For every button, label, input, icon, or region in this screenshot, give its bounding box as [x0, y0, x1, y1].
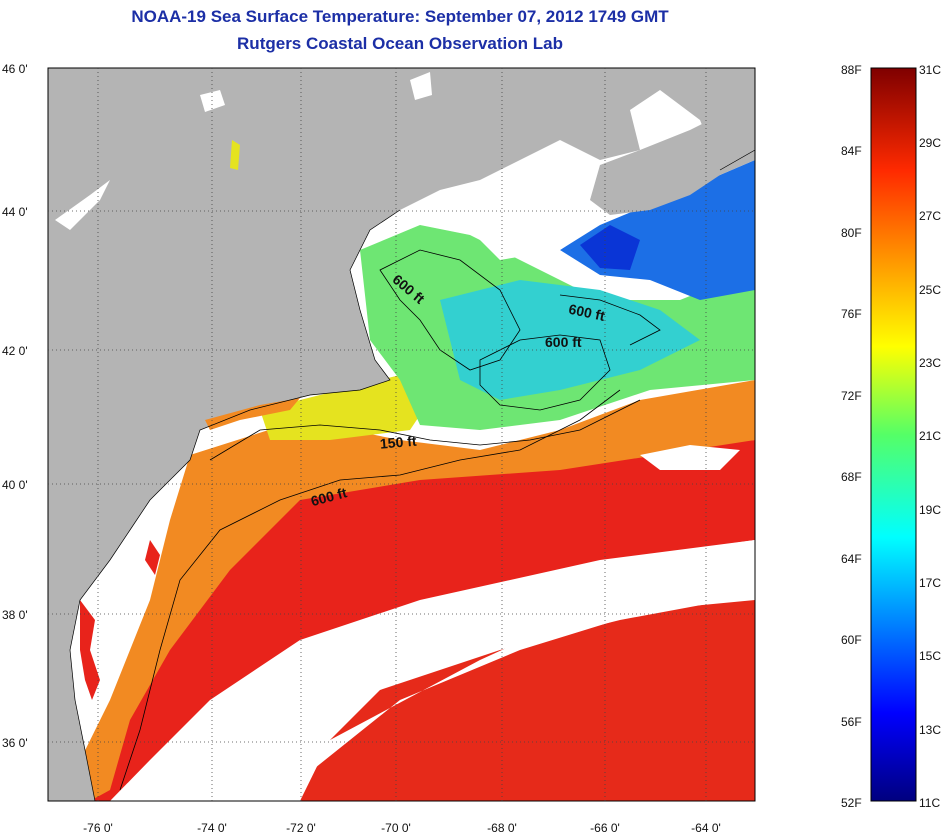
y-tick-label: 38 0'	[2, 608, 28, 622]
y-axis: 46 0' 44 0' 42 0' 40 0' 38 0' 36 0'	[2, 62, 28, 750]
colorbar-f-label: 64F	[841, 552, 862, 566]
map-area	[48, 68, 755, 801]
colorbar-c-label: 23C	[919, 356, 941, 370]
long-island-sound	[205, 398, 300, 430]
sst-south-red-region	[300, 595, 755, 801]
cloud-patch-1	[210, 540, 755, 801]
y-tick-label: 46 0'	[2, 62, 28, 76]
chesapeake-bay	[80, 600, 100, 700]
colorbar-c-label: 25C	[919, 283, 941, 297]
coastline	[69, 149, 755, 801]
colorbar-f-labels: 88F 84F 80F 76F 72F 68F 64F 60F 56F 52F	[841, 63, 862, 810]
contour-600ft-scotian	[559, 294, 661, 346]
colorbar-c-label: 27C	[919, 209, 941, 223]
y-tick-label: 42 0'	[2, 344, 28, 358]
y-tick-label: 40 0'	[2, 478, 28, 492]
land-mass	[48, 68, 755, 801]
colorbar-f-label: 88F	[841, 63, 862, 77]
x-tick-label: -66 0'	[590, 821, 620, 835]
cloud-patch-3	[640, 445, 740, 470]
colorbar-c-label: 13C	[919, 723, 941, 737]
x-tick-label: -64 0'	[691, 821, 721, 835]
x-tick-label: -68 0'	[487, 821, 517, 835]
colorbar-f-label: 52F	[841, 796, 862, 810]
y-tick-label: 44 0'	[2, 205, 28, 219]
contour-label: 600 ft	[567, 301, 606, 324]
sst-deep-blue-region	[580, 225, 640, 270]
colorbar-f-label: 72F	[841, 389, 862, 403]
map-title: NOAA-19 Sea Surface Temperature: Septemb…	[131, 7, 669, 26]
colorbar	[870, 67, 917, 802]
colorbar-c-label: 19C	[919, 503, 941, 517]
colorbar-c-label: 15C	[919, 649, 941, 663]
colorbar-f-label: 56F	[841, 715, 862, 729]
lake-2	[55, 180, 110, 230]
lake-4	[230, 140, 240, 170]
colorbar-c-labels: 31C 29C 27C 25C 23C 21C 19C 17C 15C 13C …	[919, 63, 941, 810]
contour-600ft-georges	[479, 334, 611, 411]
y-tick-label: 36 0'	[2, 736, 28, 750]
sst-shelf-orange-region	[60, 380, 755, 801]
colorbar-f-label: 84F	[841, 144, 862, 158]
colorbar-c-label: 17C	[919, 576, 941, 590]
lake-1	[200, 90, 225, 112]
sst-cyan-region	[440, 280, 700, 400]
colorbar-c-label: 29C	[919, 136, 941, 150]
x-tick-label: -70 0'	[381, 821, 411, 835]
colorbar-f-label: 60F	[841, 633, 862, 647]
contour-label: 150 ft	[379, 433, 417, 452]
colorbar-c-label: 11C	[919, 796, 940, 810]
colorbar-c-label: 21C	[919, 429, 941, 443]
x-tick-label: -72 0'	[286, 821, 316, 835]
contour-600ft-shelf	[119, 389, 621, 791]
contour-label: 600 ft	[545, 334, 582, 350]
map-frame	[47, 67, 756, 802]
x-axis: -76 0' -74 0' -72 0' -70 0' -68 0' -66 0…	[83, 821, 721, 835]
delaware-bay	[145, 540, 160, 575]
lake-3	[410, 72, 432, 100]
contour-150ft	[209, 399, 641, 461]
contour-600ft-gulf	[379, 249, 521, 371]
map-subtitle: Rutgers Coastal Ocean Observation Lab	[237, 34, 563, 53]
colorbar-f-label: 68F	[841, 470, 862, 484]
sst-yellow-region	[260, 375, 430, 440]
colorbar-f-label: 80F	[841, 226, 862, 240]
nova-scotia-land	[590, 100, 755, 215]
colorbar-c-label: 31C	[919, 63, 941, 77]
x-tick-label: -74 0'	[197, 821, 227, 835]
x-tick-label: -76 0'	[83, 821, 113, 835]
colorbar-f-label: 76F	[841, 307, 862, 321]
